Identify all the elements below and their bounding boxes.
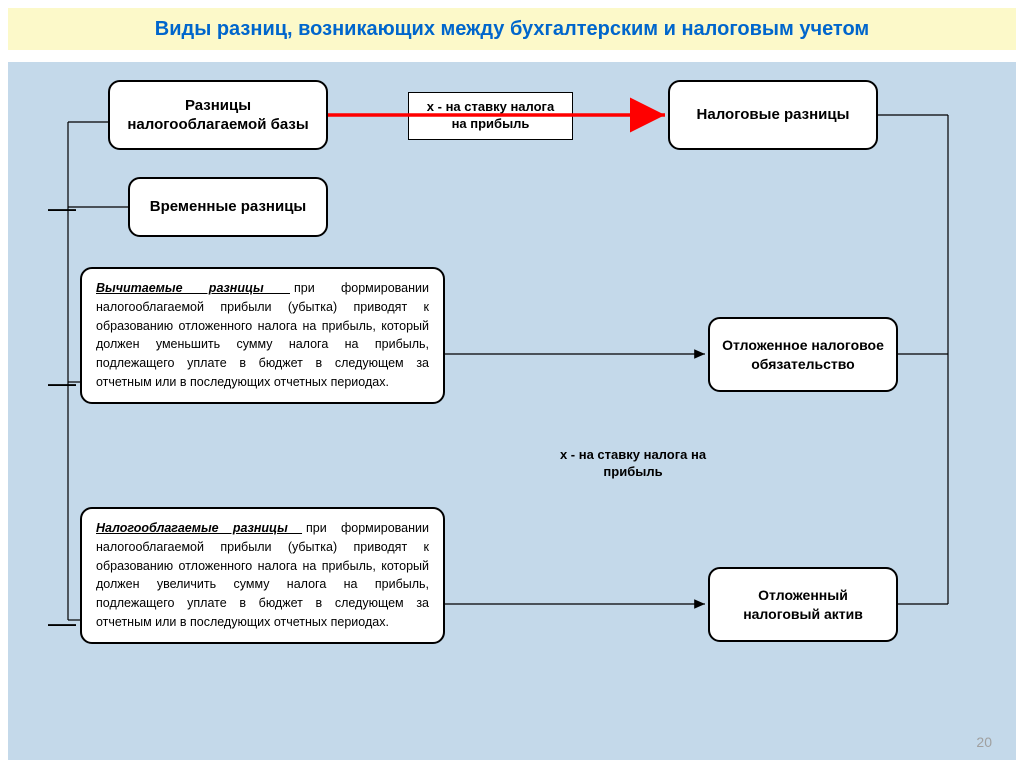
box-label: Разницы налогооблагаемой базы <box>122 96 314 135</box>
label-text: х - на ставку налога на прибыль <box>427 99 554 131</box>
desc-body: при формировании налогооблагаемой прибыл… <box>96 281 429 389</box>
title-bar: Виды разниц, возникающих между бухгалтер… <box>8 8 1016 50</box>
label-text: х - на ставку налога на прибыль <box>560 447 706 479</box>
label-rate-top: х - на ставку налога на прибыль <box>408 92 573 140</box>
page-number: 20 <box>976 734 992 750</box>
minus-sign: — <box>48 192 76 224</box>
page-title: Виды разниц, возникающих между бухгалтер… <box>155 18 869 41</box>
box-deferred-asset: Отложенный налоговый актив <box>708 567 898 642</box>
box-label: Отложенное налоговое обязательство <box>722 336 884 372</box>
minus-sign: — <box>48 607 76 639</box>
box-temp-diff: Временные разницы <box>128 177 328 237</box>
desc-lead: Налогооблагаемые разницы <box>96 521 302 535</box>
desc-deductible: Вычитаемые разницы при формировании нало… <box>80 267 445 404</box>
label-rate-middle: х - на ставку налога на прибыль <box>548 447 718 481</box>
diagram-area: Разницы налогооблагаемой базы х - на ста… <box>8 62 1016 760</box>
desc-taxable: Налогооблагаемые разницы при формировани… <box>80 507 445 644</box>
minus-sign: — <box>48 367 76 399</box>
box-label: Временные разницы <box>150 197 306 217</box>
connectors-svg <box>8 62 1016 760</box>
box-deferred-liability: Отложенное налоговое обязательство <box>708 317 898 392</box>
box-label: Налоговые разницы <box>697 105 850 125</box>
desc-body: при формировании налогооблагаемой прибыл… <box>96 521 429 629</box>
box-label: Отложенный налоговый актив <box>722 586 884 622</box>
box-tax-diff: Налоговые разницы <box>668 80 878 150</box>
desc-lead: Вычитаемые разницы <box>96 281 290 295</box>
box-base-diff: Разницы налогооблагаемой базы <box>108 80 328 150</box>
